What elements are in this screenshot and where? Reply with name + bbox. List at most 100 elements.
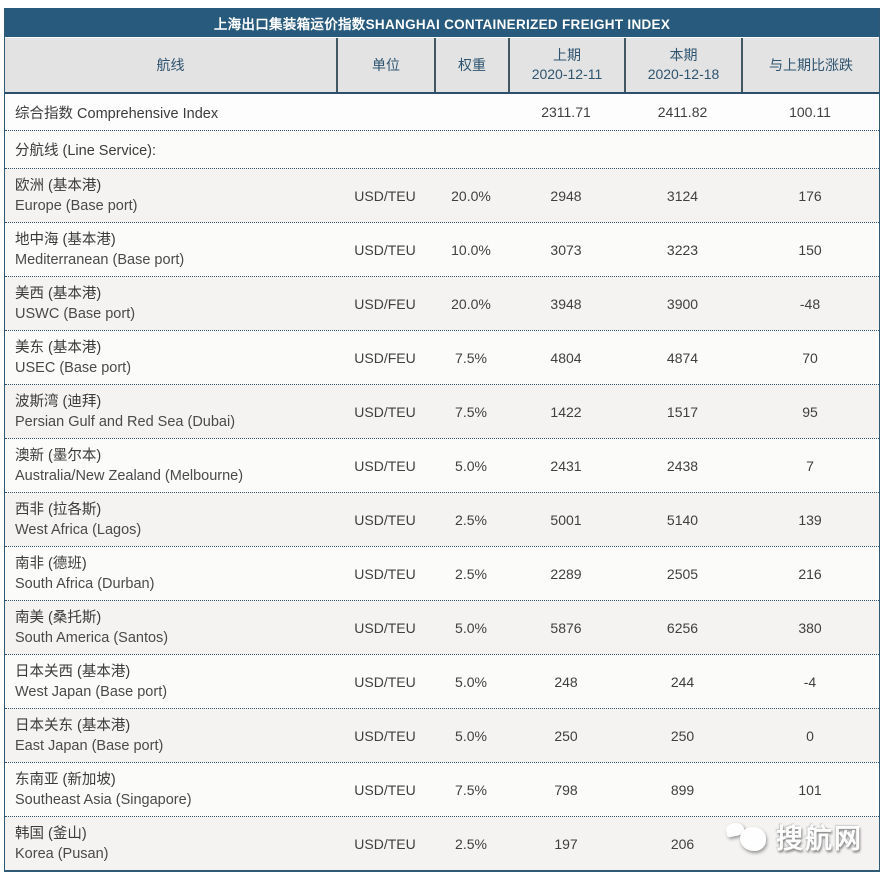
unit-cell: USD/TEU [354, 187, 416, 204]
table-row: 美东 (基本港) USEC (Base port) USD/FEU 7.5% 4… [5, 330, 879, 384]
route-name-cn: 西非 (拉各斯) [15, 501, 102, 518]
table-row: 日本关西 (基本港) West Japan (Base port) USD/TE… [5, 654, 879, 708]
unit-cell: USD/TEU [354, 565, 416, 582]
curr-value-cell: 5140 [666, 511, 699, 528]
change-value-cell: 95 [802, 403, 818, 420]
change-value-cell: 101 [798, 781, 822, 798]
prev-value-cell: 4804 [550, 349, 582, 366]
route-name-cell: 美东 (基本港) USEC (Base port) [5, 331, 336, 384]
unit-cell: USD/TEU [354, 673, 416, 690]
curr-value-cell: 206 [670, 835, 695, 852]
weight-cell: 5.0% [455, 727, 487, 744]
prev-value-cell: 2289 [550, 565, 582, 582]
change-value-cell: -4 [803, 673, 817, 690]
table-row: 欧洲 (基本港) Europe (Base port) USD/TEU 20.0… [5, 168, 879, 222]
curr-value-cell: 1517 [666, 403, 699, 420]
comprehensive-change-value: 100.11 [789, 104, 831, 120]
column-header-route: 航线 [156, 56, 185, 73]
prev-period-label: 上期 [553, 47, 581, 63]
prev-value-cell: 5876 [550, 619, 582, 636]
table-row: 西非 (拉各斯) West Africa (Lagos) USD/TEU 2.5… [5, 492, 879, 546]
curr-value-cell: 244 [670, 673, 695, 690]
change-value-cell: 7 [806, 457, 814, 474]
unit-cell: USD/TEU [354, 511, 416, 528]
weight-cell: 7.5% [455, 349, 487, 366]
route-name-cell: 韩国 (釜山) Korea (Pusan) [5, 817, 336, 870]
curr-period-date: 2020-12-18 [647, 66, 720, 82]
route-name-cell: 南非 (德班) South Africa (Durban) [5, 547, 336, 600]
unit-cell: USD/TEU [354, 835, 416, 852]
route-name-en: USEC (Base port) [15, 359, 132, 376]
weight-cell: 7.5% [455, 403, 487, 420]
route-name-cell: 美西 (基本港) USWC (Base port) [5, 277, 336, 330]
table-row: 澳新 (墨尔本) Australia/New Zealand (Melbourn… [5, 438, 879, 492]
route-name-cn: 南非 (德班) [15, 555, 87, 572]
route-name-cn: 波斯湾 (迪拜) [15, 393, 102, 410]
line-service-section-row: 分航线 (Line Service): [5, 130, 879, 168]
unit-cell: USD/TEU [354, 619, 416, 636]
table-row: 韩国 (釜山) Korea (Pusan) USD/TEU 2.5% 197 2… [5, 816, 879, 870]
table-row: 美西 (基本港) USWC (Base port) USD/FEU 20.0% … [5, 276, 879, 330]
prev-value-cell: 248 [554, 673, 578, 690]
change-value-cell [741, 817, 879, 870]
route-name-en: South Africa (Durban) [15, 575, 155, 592]
curr-period-label: 本期 [669, 47, 698, 63]
weight-cell: 20.0% [451, 187, 491, 204]
column-header-unit: 单位 [336, 38, 434, 92]
route-name-en: Korea (Pusan) [15, 845, 109, 862]
weight-cell: 2.5% [455, 565, 487, 582]
column-header-change: 与上期比涨跌 [741, 38, 879, 92]
route-name-cell: 东南亚 (新加坡) Southeast Asia (Singapore) [5, 763, 336, 816]
prev-value-cell: 1422 [550, 403, 582, 420]
route-name-cell: 南美 (桑托斯) South America (Santos) [5, 601, 336, 654]
weight-cell: 20.0% [451, 295, 491, 312]
comprehensive-unit-cell [336, 94, 434, 130]
route-name-cell: 澳新 (墨尔本) Australia/New Zealand (Melbourn… [5, 439, 336, 492]
comprehensive-prev-value: 2311.71 [541, 104, 591, 120]
curr-value-cell: 3900 [666, 295, 699, 312]
curr-value-cell: 3223 [666, 241, 699, 258]
weight-cell: 2.5% [455, 835, 487, 852]
route-name-en: Southeast Asia (Singapore) [15, 791, 192, 808]
route-name-cell: 欧洲 (基本港) Europe (Base port) [5, 169, 336, 222]
weight-cell: 10.0% [451, 241, 491, 258]
route-name-cn: 澳新 (墨尔本) [15, 447, 102, 464]
route-name-cn: 欧洲 (基本港) [15, 177, 102, 194]
unit-cell: USD/TEU [354, 241, 416, 258]
table-title-bar: 上海出口集装箱运价指数SHANGHAI CONTAINERIZED FREIGH… [5, 8, 879, 38]
comprehensive-weight-cell [434, 94, 508, 130]
curr-value-cell: 6256 [666, 619, 699, 636]
weight-cell: 5.0% [455, 457, 487, 474]
column-header-prev-period: 上期 2020-12-11 [508, 38, 624, 92]
prev-value-cell: 2431 [550, 457, 582, 474]
weight-cell: 2.5% [455, 511, 487, 528]
table-row: 南美 (桑托斯) South America (Santos) USD/TEU … [5, 600, 879, 654]
prev-value-cell: 5001 [550, 511, 582, 528]
route-name-en: Persian Gulf and Red Sea (Dubai) [15, 413, 236, 430]
change-value-cell: 216 [798, 565, 822, 582]
prev-value-cell: 2948 [550, 187, 582, 204]
prev-value-cell: 3948 [550, 295, 582, 312]
column-header-weight: 权重 [434, 38, 508, 92]
curr-value-cell: 2438 [666, 457, 699, 474]
weight-cell: 7.5% [455, 781, 487, 798]
route-name-cn: 东南亚 (新加坡) [15, 771, 116, 788]
unit-cell: USD/TEU [354, 457, 416, 474]
route-name-en: USWC (Base port) [15, 305, 136, 322]
table-row: 地中海 (基本港) Mediterranean (Base port) USD/… [5, 222, 879, 276]
change-value-cell: 150 [798, 241, 822, 258]
route-name-en: West Japan (Base port) [15, 683, 168, 700]
route-name-cn: 日本关东 (基本港) [15, 717, 131, 734]
route-name-cell: 日本关西 (基本港) West Japan (Base port) [5, 655, 336, 708]
line-service-label: 分航线 (Line Service): [15, 143, 157, 159]
table-row: 南非 (德班) South Africa (Durban) USD/TEU 2.… [5, 546, 879, 600]
route-name-cn: 南美 (桑托斯) [15, 609, 102, 626]
curr-value-cell: 899 [670, 781, 695, 798]
curr-value-cell: 2505 [666, 565, 699, 582]
prev-value-cell: 3073 [550, 241, 582, 258]
prev-period-date: 2020-12-11 [531, 66, 603, 82]
comprehensive-index-row: 综合指数 Comprehensive Index 2311.71 2411.82… [5, 94, 879, 130]
route-name-en: South America (Santos) [15, 629, 169, 646]
prev-value-cell: 250 [554, 727, 578, 744]
